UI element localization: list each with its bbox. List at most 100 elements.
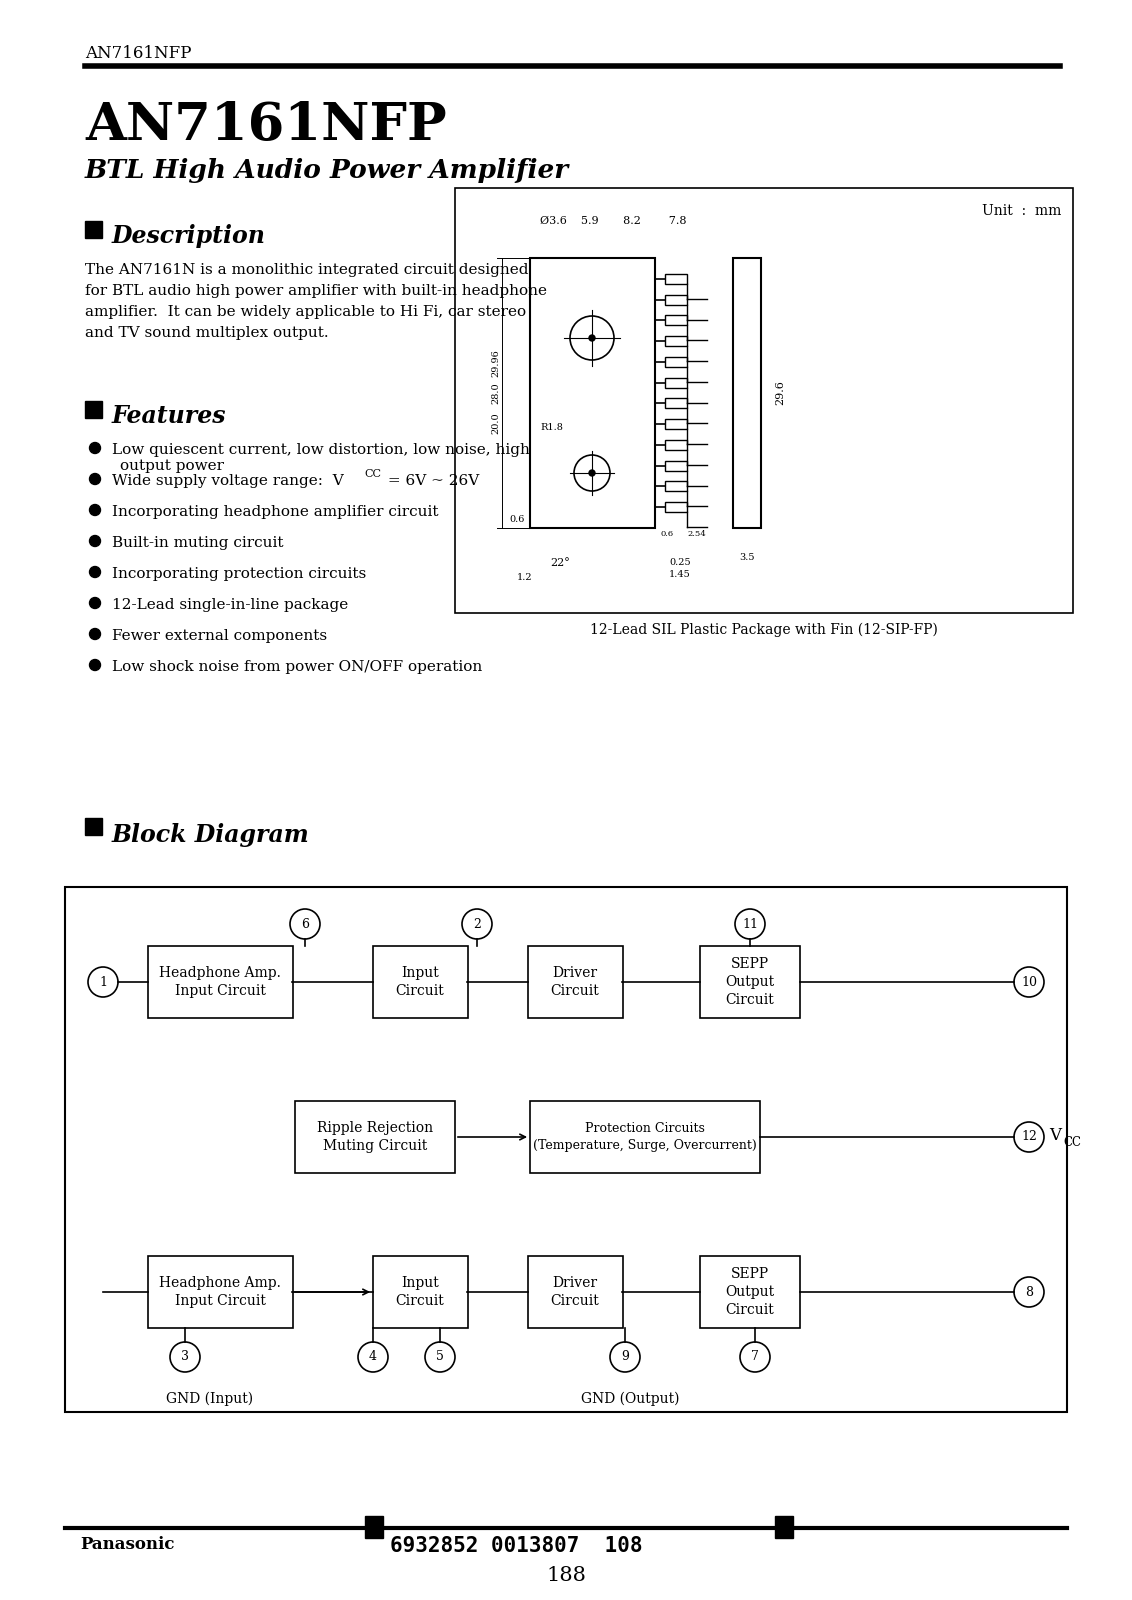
Text: 11: 11	[741, 917, 758, 931]
Circle shape	[740, 1342, 770, 1371]
Text: GND (Output): GND (Output)	[581, 1392, 679, 1406]
Text: 12: 12	[1021, 1131, 1037, 1144]
Text: 3: 3	[181, 1350, 189, 1363]
Bar	[664, 398, 687, 408]
Text: 10: 10	[1021, 976, 1037, 989]
Text: 1.2: 1.2	[517, 573, 533, 582]
Text: CC: CC	[1063, 1136, 1081, 1149]
Circle shape	[170, 1342, 200, 1371]
Bar	[664, 502, 687, 512]
Circle shape	[290, 909, 320, 939]
Bar	[85, 221, 102, 238]
Text: AN7161NFP: AN7161NFP	[85, 45, 191, 62]
Bar	[530, 258, 655, 528]
Bar	[372, 1256, 468, 1328]
Text: 9: 9	[621, 1350, 629, 1363]
Bar	[664, 357, 687, 366]
Bar	[65, 886, 1067, 1411]
Circle shape	[610, 1342, 640, 1371]
Text: = 6V ~ 26V: = 6V ~ 26V	[383, 474, 479, 488]
Text: Unit  :  mm: Unit : mm	[981, 203, 1061, 218]
Text: Low shock noise from power ON/OFF operation: Low shock noise from power ON/OFF operat…	[112, 659, 482, 674]
Bar	[147, 946, 292, 1018]
Circle shape	[89, 504, 101, 515]
Text: Input
Circuit: Input Circuit	[395, 966, 445, 998]
Text: 0.6: 0.6	[509, 515, 525, 525]
Text: Incorporating headphone amplifier circuit: Incorporating headphone amplifier circui…	[112, 506, 438, 518]
Text: GND (Input): GND (Input)	[166, 1392, 254, 1406]
Bar	[664, 315, 687, 325]
Text: Headphone Amp.
Input Circuit: Headphone Amp. Input Circuit	[160, 966, 281, 998]
Text: 22°: 22°	[550, 558, 569, 568]
Circle shape	[1014, 966, 1044, 997]
Circle shape	[1014, 1122, 1044, 1152]
Text: Ripple Rejection
Muting Circuit: Ripple Rejection Muting Circuit	[317, 1120, 434, 1154]
Text: 2: 2	[473, 917, 481, 931]
Text: CC: CC	[365, 469, 381, 478]
Text: 1: 1	[98, 976, 108, 989]
Text: BTL High Audio Power Amplifier: BTL High Audio Power Amplifier	[85, 158, 569, 182]
Bar	[664, 419, 687, 429]
Circle shape	[358, 1342, 388, 1371]
Text: Driver
Circuit: Driver Circuit	[550, 966, 599, 998]
Text: AN7161NFP: AN7161NFP	[85, 99, 447, 150]
Bar	[700, 946, 800, 1018]
Bar	[664, 378, 687, 387]
Circle shape	[89, 536, 101, 547]
Text: Description: Description	[112, 224, 266, 248]
Circle shape	[88, 966, 118, 997]
Text: 29.96: 29.96	[491, 349, 500, 378]
Text: 5: 5	[436, 1350, 444, 1363]
Text: 7: 7	[751, 1350, 758, 1363]
Text: Panasonic: Panasonic	[80, 1536, 174, 1554]
Text: 2.54: 2.54	[687, 530, 706, 538]
Text: Low quiescent current, low distortion, low noise, high: Low quiescent current, low distortion, l…	[112, 443, 530, 458]
Text: Headphone Amp.
Input Circuit: Headphone Amp. Input Circuit	[160, 1275, 281, 1309]
Bar	[85, 818, 102, 835]
Circle shape	[462, 909, 492, 939]
Text: 1.45: 1.45	[669, 570, 691, 579]
Text: Wide supply voltage range:  V: Wide supply voltage range: V	[112, 474, 344, 488]
Text: Incorporating protection circuits: Incorporating protection circuits	[112, 566, 367, 581]
Text: Input
Circuit: Input Circuit	[395, 1275, 445, 1309]
Text: Fewer external components: Fewer external components	[112, 629, 327, 643]
Circle shape	[89, 566, 101, 578]
Text: 12-Lead single-in-line package: 12-Lead single-in-line package	[112, 598, 349, 611]
Circle shape	[589, 334, 595, 341]
Circle shape	[589, 470, 595, 477]
Bar	[365, 1517, 383, 1538]
Text: 3.5: 3.5	[739, 554, 755, 562]
Circle shape	[89, 597, 101, 608]
Text: output power: output power	[120, 459, 224, 474]
Text: 188: 188	[546, 1566, 586, 1586]
Text: 29.6: 29.6	[775, 381, 784, 405]
Bar	[455, 187, 1073, 613]
Text: Built-in muting circuit: Built-in muting circuit	[112, 536, 283, 550]
Text: Driver
Circuit: Driver Circuit	[550, 1275, 599, 1309]
Text: 0.25: 0.25	[669, 558, 691, 566]
Text: 8: 8	[1024, 1285, 1034, 1299]
Text: Ø3.6    5.9       8.2        7.8: Ø3.6 5.9 8.2 7.8	[540, 216, 686, 226]
Bar	[664, 440, 687, 450]
Text: 6932852 0013807  108: 6932852 0013807 108	[391, 1536, 643, 1555]
Circle shape	[89, 474, 101, 485]
Text: 12-Lead SIL Plastic Package with Fin (12-SIP-FP): 12-Lead SIL Plastic Package with Fin (12…	[590, 622, 938, 637]
Circle shape	[735, 909, 765, 939]
Text: Features: Features	[112, 403, 226, 427]
Text: Block Diagram: Block Diagram	[112, 822, 310, 846]
Text: The AN7161N is a monolithic integrated circuit designed
for BTL audio high power: The AN7161N is a monolithic integrated c…	[85, 262, 547, 341]
Bar	[700, 1256, 800, 1328]
Text: 4: 4	[369, 1350, 377, 1363]
Circle shape	[89, 659, 101, 670]
Bar	[664, 294, 687, 304]
Bar	[734, 258, 761, 528]
Bar	[664, 482, 687, 491]
Text: 0.6: 0.6	[660, 530, 674, 538]
Bar	[295, 1101, 455, 1173]
Bar	[664, 274, 687, 283]
Text: 6: 6	[301, 917, 309, 931]
Text: V: V	[1049, 1126, 1061, 1144]
Bar	[372, 946, 468, 1018]
Bar	[528, 1256, 623, 1328]
Text: SEPP
Output
Circuit: SEPP Output Circuit	[726, 1267, 774, 1317]
